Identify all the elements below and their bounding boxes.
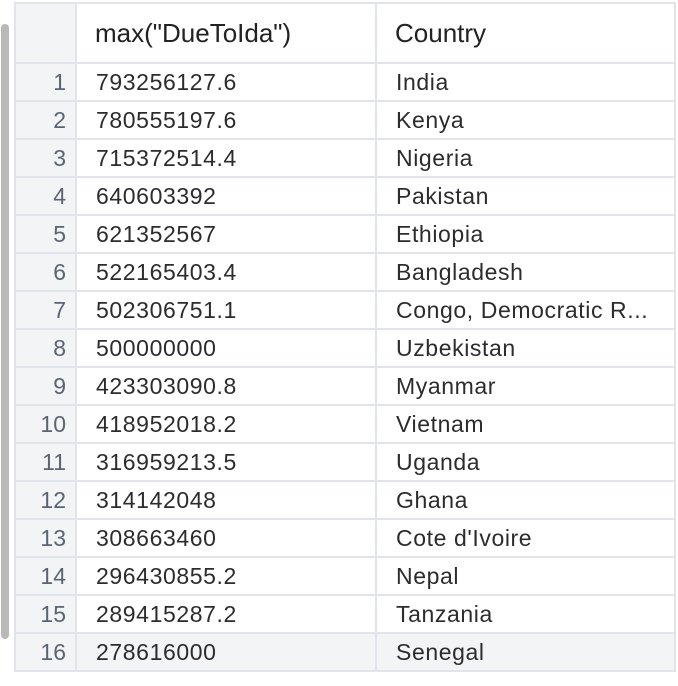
due-to-ida-cell[interactable]: 500000000 (75, 328, 377, 368)
row-index: 4 (14, 176, 77, 216)
row-index: 16 (14, 632, 77, 672)
country-cell[interactable]: Nepal (375, 556, 676, 596)
country-cell[interactable]: India (375, 62, 676, 102)
country-cell[interactable]: Congo, Democratic R... (375, 290, 676, 330)
row-index: 3 (14, 138, 77, 178)
table-row[interactable]: 11 316959213.5 Uganda (14, 442, 676, 482)
due-to-ida-cell[interactable]: 418952018.2 (75, 404, 377, 444)
country-cell[interactable]: Tanzania (375, 594, 676, 634)
table-row[interactable]: 5 621352567 Ethiopia (14, 214, 676, 254)
row-index: 1 (14, 62, 77, 102)
table-row[interactable]: 12 314142048 Ghana (14, 480, 676, 520)
row-index: 2 (14, 100, 77, 140)
table-row[interactable]: 9 423303090.8 Myanmar (14, 366, 676, 406)
country-cell[interactable]: Myanmar (375, 366, 676, 406)
table-row[interactable]: 13 308663460 Cote d'Ivoire (14, 518, 676, 558)
table-row[interactable]: 10 418952018.2 Vietnam (14, 404, 676, 444)
due-to-ida-cell[interactable]: 715372514.4 (75, 138, 377, 178)
vertical-scrollbar[interactable] (0, 0, 12, 686)
due-to-ida-cell[interactable]: 522165403.4 (75, 252, 377, 292)
due-to-ida-cell[interactable]: 314142048 (75, 480, 377, 520)
row-index: 6 (14, 252, 77, 292)
header-row: max("DueToIda") Country (14, 2, 676, 64)
row-index: 7 (14, 290, 77, 330)
table-row[interactable]: 15 289415287.2 Tanzania (14, 594, 676, 634)
scrollbar-thumb[interactable] (1, 24, 9, 639)
country-cell[interactable]: Uganda (375, 442, 676, 482)
country-cell[interactable]: Pakistan (375, 176, 676, 216)
row-index: 13 (14, 518, 77, 558)
due-to-ida-cell[interactable]: 289415287.2 (75, 594, 377, 634)
due-to-ida-cell[interactable]: 640603392 (75, 176, 377, 216)
due-to-ida-cell[interactable]: 780555197.6 (75, 100, 377, 140)
country-cell[interactable]: Bangladesh (375, 252, 676, 292)
due-to-ida-cell[interactable]: 793256127.6 (75, 62, 377, 102)
country-cell[interactable]: Ghana (375, 480, 676, 520)
row-index: 10 (14, 404, 77, 444)
row-index: 14 (14, 556, 77, 596)
due-to-ida-cell[interactable]: 621352567 (75, 214, 377, 254)
table-row[interactable]: 1 793256127.6 India (14, 62, 676, 102)
due-to-ida-cell[interactable]: 296430855.2 (75, 556, 377, 596)
row-index: 8 (14, 328, 77, 368)
table-row[interactable]: 8 500000000 Uzbekistan (14, 328, 676, 368)
due-to-ida-cell[interactable]: 423303090.8 (75, 366, 377, 406)
table-row[interactable]: 6 522165403.4 Bangladesh (14, 252, 676, 292)
country-cell[interactable]: Vietnam (375, 404, 676, 444)
row-index: 12 (14, 480, 77, 520)
row-index-header (14, 2, 77, 64)
table-row[interactable]: 4 640603392 Pakistan (14, 176, 676, 216)
table-row[interactable]: 3 715372514.4 Nigeria (14, 138, 676, 178)
due-to-ida-cell[interactable]: 278616000 (75, 632, 377, 672)
country-cell[interactable]: Kenya (375, 100, 676, 140)
country-cell[interactable]: Uzbekistan (375, 328, 676, 368)
row-index: 11 (14, 442, 77, 482)
row-index: 15 (14, 594, 77, 634)
due-to-ida-cell[interactable]: 502306751.1 (75, 290, 377, 330)
due-to-ida-cell[interactable]: 308663460 (75, 518, 377, 558)
table-row[interactable]: 2 780555197.6 Kenya (14, 100, 676, 140)
column-header-due-to-ida[interactable]: max("DueToIda") (75, 2, 377, 64)
column-header-country[interactable]: Country (375, 2, 676, 64)
country-cell[interactable]: Cote d'Ivoire (375, 518, 676, 558)
country-cell[interactable]: Nigeria (375, 138, 676, 178)
country-cell[interactable]: Ethiopia (375, 214, 676, 254)
table-row[interactable]: 7 502306751.1 Congo, Democratic R... (14, 290, 676, 330)
row-index: 5 (14, 214, 77, 254)
row-index: 9 (14, 366, 77, 406)
table-row[interactable]: 14 296430855.2 Nepal (14, 556, 676, 596)
due-to-ida-cell[interactable]: 316959213.5 (75, 442, 377, 482)
results-table: max("DueToIda") Country 1 793256127.6 In… (14, 2, 676, 672)
country-cell[interactable]: Senegal (375, 632, 676, 672)
table-row[interactable]: 16 278616000 Senegal (14, 632, 676, 672)
